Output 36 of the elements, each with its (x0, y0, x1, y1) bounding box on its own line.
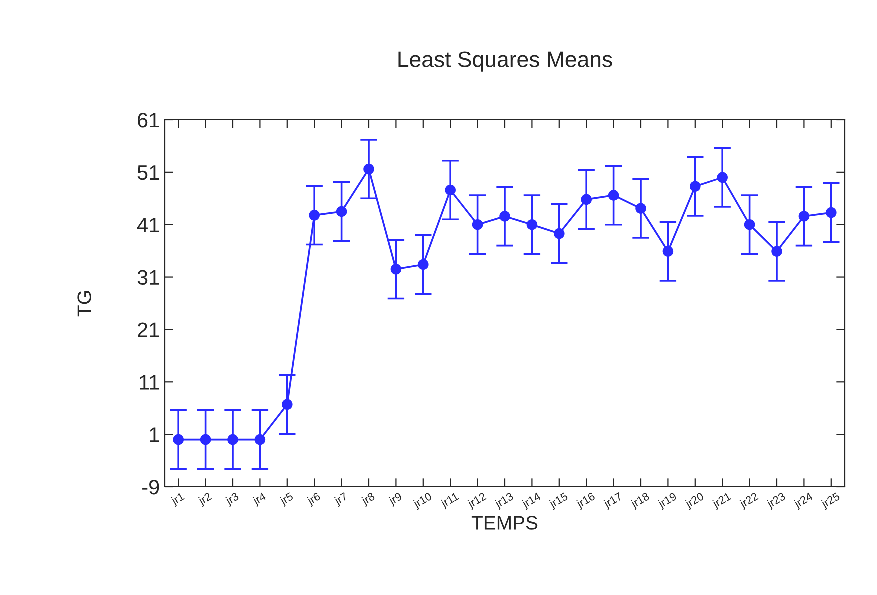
y-tick-label: 11 (140, 375, 160, 390)
x-tick-label: jr18 (630, 492, 652, 510)
y-tick-label: 31 (138, 270, 160, 286)
x-axis-title: TEMPS (472, 516, 538, 530)
x-tick-label: jr8 (360, 492, 377, 508)
x-tick-label: jr16 (576, 492, 597, 510)
x-tick-label: jr11 (440, 492, 460, 510)
x-tick-label: jr12 (466, 492, 488, 510)
y-tick-label: 1 (150, 428, 160, 442)
x-tick-label: jr20 (684, 492, 706, 510)
y-tick-label: 41 (137, 218, 160, 232)
x-tick-label: jr24 (793, 492, 815, 510)
y-tick-label: -9 (142, 480, 160, 495)
y-tick-label: 21 (138, 322, 160, 338)
x-tick-label: jr7 (334, 492, 350, 508)
x-tick-label: jr2 (198, 492, 214, 508)
x-tick-label: jr1 (170, 492, 186, 508)
x-tick-label: jr23 (766, 492, 788, 510)
x-tick-label: jr13 (494, 492, 516, 510)
x-tick-label: jr17 (602, 492, 624, 510)
y-tick-label: 61 (138, 113, 160, 128)
x-tick-label: jr19 (657, 492, 678, 510)
chart-title: Least Squares Means (398, 52, 612, 72)
x-tick-label: jr21 (712, 492, 733, 510)
x-tick-label: jr6 (306, 492, 322, 508)
y-axis-title: TG (78, 291, 92, 317)
x-tick-label: jr25 (820, 492, 842, 510)
x-tick-label: jr3 (224, 492, 241, 508)
x-tick-label: jr15 (548, 492, 570, 510)
x-tick-label: jr10 (412, 492, 434, 510)
x-tick-label: jr14 (521, 492, 543, 510)
x-tick-label: jr4 (252, 492, 268, 508)
x-tick-label: jr9 (388, 492, 404, 508)
x-tick-label: jr5 (279, 492, 295, 508)
y-tick-label: 51 (138, 166, 160, 180)
x-tick-label: jr22 (738, 492, 760, 510)
